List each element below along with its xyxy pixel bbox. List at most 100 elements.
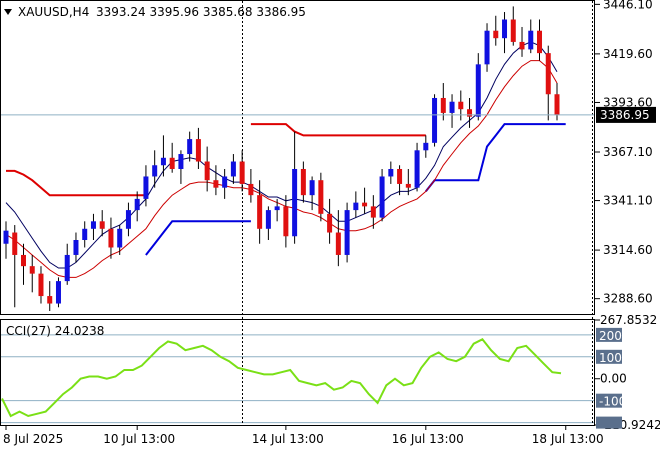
candle-body xyxy=(318,180,324,214)
candle[interactable] xyxy=(414,142,420,192)
price-axis-tick-label: 3393.60 xyxy=(603,95,653,109)
candle[interactable] xyxy=(230,154,236,184)
candle-body xyxy=(82,228,88,241)
candle[interactable] xyxy=(222,168,228,199)
candle[interactable] xyxy=(484,23,490,72)
candle[interactable] xyxy=(274,198,280,222)
candle-body xyxy=(405,183,411,188)
candle-body xyxy=(397,168,403,184)
candle[interactable] xyxy=(458,90,464,121)
candle[interactable] xyxy=(29,254,35,293)
candle-body xyxy=(47,296,53,304)
candle[interactable] xyxy=(423,135,429,158)
candle[interactable] xyxy=(117,225,123,255)
candle[interactable] xyxy=(152,150,158,188)
candle-body xyxy=(414,150,420,188)
candle[interactable] xyxy=(73,232,79,263)
candle[interactable] xyxy=(160,135,166,177)
candle[interactable] xyxy=(440,83,446,121)
candle[interactable] xyxy=(327,198,333,244)
candle[interactable] xyxy=(300,161,306,203)
day-separators xyxy=(242,1,593,425)
candle[interactable] xyxy=(388,161,394,184)
candle[interactable] xyxy=(64,243,70,285)
candle[interactable] xyxy=(38,266,44,304)
candle-body xyxy=(239,161,245,184)
candle[interactable] xyxy=(528,19,534,54)
candle[interactable] xyxy=(90,213,96,241)
price-axis-tick-label: 3446.10 xyxy=(603,0,653,11)
candle[interactable] xyxy=(213,165,219,196)
candle[interactable] xyxy=(397,165,403,196)
candle[interactable] xyxy=(12,225,18,308)
candle[interactable] xyxy=(545,45,551,121)
time-axis-tick-label: 8 Jul 2025 xyxy=(3,432,63,446)
candle-body xyxy=(222,176,228,188)
candle[interactable] xyxy=(99,210,105,237)
candle-body xyxy=(554,94,560,115)
price-axis-tick-label: 3314.60 xyxy=(603,243,653,257)
candle[interactable] xyxy=(3,221,9,259)
candle[interactable] xyxy=(335,210,341,267)
trailing-stop-bull xyxy=(425,123,566,193)
candle[interactable] xyxy=(283,195,289,248)
candle[interactable] xyxy=(519,26,525,57)
candle[interactable] xyxy=(82,221,88,248)
candle[interactable] xyxy=(362,187,368,214)
cci-series xyxy=(1,338,562,418)
candle[interactable] xyxy=(510,6,516,46)
candle[interactable] xyxy=(309,176,315,211)
candle[interactable] xyxy=(475,53,481,121)
candle-body xyxy=(143,176,149,199)
candle[interactable] xyxy=(204,146,210,192)
moving-average-lines xyxy=(5,41,558,278)
candle-body xyxy=(73,240,79,255)
candle-body xyxy=(432,97,438,143)
candle[interactable] xyxy=(47,281,53,312)
candle[interactable] xyxy=(134,191,140,222)
candle[interactable] xyxy=(292,131,298,244)
candlestick-series[interactable] xyxy=(3,6,560,312)
current-price-tag: 3386.95 xyxy=(600,108,650,122)
candle[interactable] xyxy=(187,131,193,162)
candle[interactable] xyxy=(178,150,184,184)
candle[interactable] xyxy=(370,195,376,229)
candle[interactable] xyxy=(143,165,149,207)
candle[interactable] xyxy=(537,19,543,61)
candle-body xyxy=(160,157,166,166)
candle[interactable] xyxy=(467,97,473,128)
candle[interactable] xyxy=(195,127,201,169)
candle[interactable] xyxy=(344,202,350,263)
main-chart-frame xyxy=(0,0,595,315)
candle[interactable] xyxy=(55,277,61,308)
candle[interactable] xyxy=(125,202,131,237)
candle[interactable] xyxy=(493,15,499,46)
candle-body xyxy=(187,139,193,155)
candle[interactable] xyxy=(432,94,438,147)
candle-body xyxy=(248,183,254,196)
candle[interactable] xyxy=(265,206,271,241)
triangle-down-icon[interactable] xyxy=(4,9,12,15)
candle[interactable] xyxy=(502,12,508,54)
candle[interactable] xyxy=(379,168,385,222)
candle[interactable] xyxy=(239,150,245,192)
candle[interactable] xyxy=(449,94,455,128)
trailing-stop-bear xyxy=(6,169,146,197)
candle[interactable] xyxy=(169,142,175,173)
candle[interactable] xyxy=(353,191,359,218)
cci-axis-tick-label: 267.8532 xyxy=(600,313,657,327)
candle[interactable] xyxy=(248,168,254,203)
candle[interactable] xyxy=(318,172,324,222)
candle-body xyxy=(204,161,210,181)
candle[interactable] xyxy=(405,168,411,196)
candle[interactable] xyxy=(554,83,560,121)
candle[interactable] xyxy=(108,217,114,259)
candle[interactable] xyxy=(20,243,26,285)
cci-axis-level-tag xyxy=(596,416,622,429)
ohlc-readout: 3393.24 3395.96 3385.68 3386.95 xyxy=(96,5,306,19)
candle[interactable] xyxy=(257,180,263,244)
candle-body xyxy=(55,281,61,304)
candle-body xyxy=(545,53,551,95)
